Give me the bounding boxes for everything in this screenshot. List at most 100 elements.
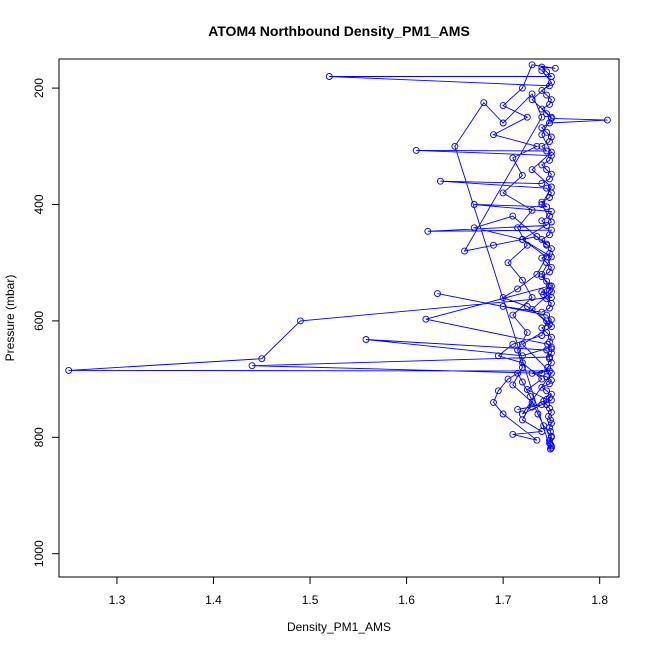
data-point — [546, 268, 553, 276]
data-point — [518, 235, 526, 243]
data-point — [538, 375, 546, 383]
plot-frame — [58, 58, 620, 578]
data-point — [538, 180, 546, 188]
data-point — [546, 445, 554, 453]
data-point — [543, 387, 551, 395]
data-point — [480, 99, 488, 107]
data-point — [546, 82, 553, 90]
data-point — [518, 359, 526, 367]
data-point — [494, 387, 502, 395]
data-point — [523, 329, 531, 337]
data-point — [543, 91, 551, 99]
data-point — [543, 222, 551, 229]
data-point — [528, 294, 536, 302]
y-tick-label: 600 — [32, 311, 46, 331]
data-point — [499, 294, 507, 302]
data-point — [543, 396, 551, 403]
data-point — [258, 355, 266, 363]
y-axis-label: Pressure (mbar) — [3, 275, 17, 362]
data-point — [504, 259, 512, 267]
data-point — [547, 253, 555, 261]
data-point — [523, 386, 531, 394]
data-point — [518, 171, 526, 179]
data-point — [547, 444, 555, 452]
data-point — [296, 317, 304, 325]
data-point — [543, 241, 551, 249]
data-point — [65, 366, 73, 374]
data-point — [538, 161, 546, 169]
data-point — [547, 170, 555, 178]
data-point — [533, 436, 541, 444]
data-point — [538, 201, 546, 208]
data-point — [547, 226, 555, 234]
data-point — [538, 86, 546, 94]
data-point — [547, 78, 555, 86]
data-point — [543, 166, 551, 174]
data-point — [547, 263, 555, 271]
data-point — [514, 405, 522, 413]
data-point — [547, 133, 555, 141]
data-point — [538, 383, 546, 391]
data-point — [490, 241, 497, 249]
data-point — [546, 138, 553, 146]
data-point — [461, 247, 468, 255]
data-point — [412, 146, 420, 154]
x-axis: 1.3 1.4 1.5 1.6 1.7 1.8 — [109, 576, 608, 607]
data-point — [546, 338, 553, 346]
data-point — [434, 290, 441, 298]
data-point — [551, 64, 559, 72]
data-point — [325, 73, 333, 80]
data-point — [538, 113, 546, 121]
data-point — [528, 403, 536, 411]
data-point — [547, 148, 555, 156]
data-point — [543, 110, 551, 118]
data-point — [546, 156, 553, 164]
x-tick-label: 1.8 — [591, 593, 608, 607]
data-point — [547, 442, 555, 450]
data-point — [528, 96, 536, 104]
data-point — [451, 142, 459, 150]
data-point — [494, 352, 502, 360]
data-point — [518, 364, 526, 371]
data-point — [543, 253, 551, 261]
data-point — [543, 184, 551, 192]
data-point — [518, 352, 526, 360]
data-point — [509, 340, 517, 348]
data-point — [546, 175, 553, 183]
data-point — [499, 119, 507, 127]
data-point — [546, 380, 553, 388]
data-series — [65, 61, 611, 453]
data-point — [526, 393, 534, 401]
data-point — [509, 311, 517, 319]
data-point — [509, 381, 517, 389]
y-tick-label: 1000 — [32, 540, 46, 567]
data-point — [543, 147, 551, 155]
data-point — [543, 317, 551, 325]
data-point — [538, 198, 546, 206]
data-point — [538, 131, 546, 139]
data-point — [547, 408, 555, 416]
data-point — [518, 340, 526, 348]
data-point — [547, 359, 555, 367]
data-point — [514, 369, 522, 377]
data-point — [538, 105, 546, 113]
data-point — [470, 224, 478, 232]
data-point — [547, 245, 555, 253]
data-point — [538, 124, 546, 132]
data-point — [504, 375, 512, 383]
data-point — [533, 142, 541, 150]
data-point — [490, 131, 497, 139]
data-point — [514, 224, 522, 232]
data-point — [509, 212, 517, 220]
x-tick-label: 1.5 — [302, 593, 319, 607]
data-point — [538, 67, 546, 75]
data-point — [547, 288, 555, 296]
y-tick-label: 400 — [32, 194, 46, 214]
data-point — [514, 285, 522, 293]
data-point — [518, 378, 526, 386]
data-point — [518, 84, 526, 92]
x-axis-label: Density_PM1_AMS — [287, 620, 391, 634]
data-point — [547, 333, 555, 341]
data-point — [546, 367, 553, 375]
